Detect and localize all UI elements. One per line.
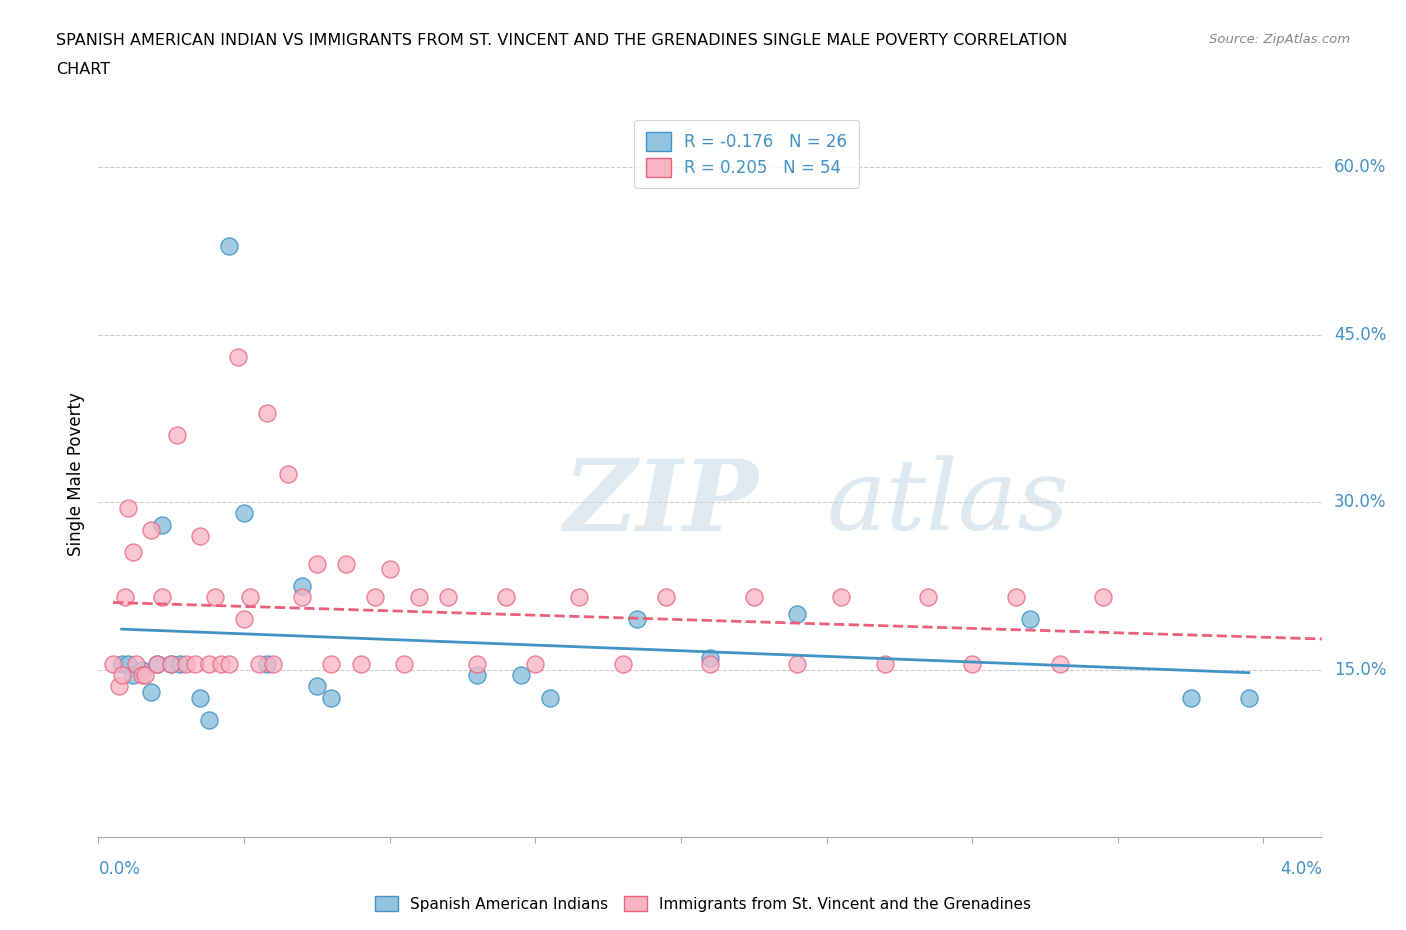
Point: [111, 668, 134, 683]
Point: [1049, 657, 1071, 671]
Legend: R = -0.176   N = 26, R = 0.205   N = 54: R = -0.176 N = 26, R = 0.205 N = 54: [634, 120, 859, 189]
Point: [218, 238, 240, 253]
Point: [349, 657, 371, 671]
Text: atlas: atlas: [827, 456, 1069, 551]
Point: [131, 662, 153, 677]
Point: [117, 500, 139, 515]
Point: [160, 657, 183, 671]
Point: [134, 668, 156, 683]
Text: 0.0%: 0.0%: [98, 860, 141, 878]
Point: [247, 657, 270, 671]
Point: [233, 506, 256, 521]
Point: [111, 657, 134, 671]
Point: [117, 657, 139, 671]
Text: SPANISH AMERICAN INDIAN VS IMMIGRANTS FROM ST. VINCENT AND THE GRENADINES SINGLE: SPANISH AMERICAN INDIAN VS IMMIGRANTS FR…: [56, 33, 1067, 47]
Text: Source: ZipAtlas.com: Source: ZipAtlas.com: [1209, 33, 1350, 46]
Point: [1180, 690, 1202, 705]
Point: [204, 590, 226, 604]
Point: [145, 657, 167, 671]
Point: [495, 590, 517, 604]
Point: [139, 684, 162, 699]
Point: [437, 590, 460, 604]
Point: [408, 590, 430, 604]
Point: [917, 590, 939, 604]
Point: [392, 657, 416, 671]
Point: [1004, 590, 1026, 604]
Text: 60.0%: 60.0%: [1334, 158, 1386, 177]
Point: [139, 523, 162, 538]
Point: [108, 679, 131, 694]
Text: CHART: CHART: [56, 62, 110, 77]
Point: [960, 657, 983, 671]
Text: 45.0%: 45.0%: [1334, 326, 1386, 344]
Point: [166, 428, 188, 443]
Point: [830, 590, 852, 604]
Point: [198, 712, 221, 727]
Text: 30.0%: 30.0%: [1334, 493, 1386, 512]
Y-axis label: Single Male Poverty: Single Male Poverty: [66, 392, 84, 556]
Legend: Spanish American Indians, Immigrants from St. Vincent and the Grenadines: Spanish American Indians, Immigrants fro…: [368, 889, 1038, 918]
Point: [305, 556, 328, 571]
Text: 15.0%: 15.0%: [1334, 660, 1386, 679]
Point: [262, 657, 284, 671]
Point: [233, 612, 256, 627]
Point: [174, 657, 197, 671]
Point: [218, 657, 240, 671]
Point: [239, 590, 262, 604]
Point: [465, 668, 488, 683]
Point: [378, 562, 401, 577]
Point: [114, 590, 136, 604]
Point: [873, 657, 896, 671]
Point: [1237, 690, 1260, 705]
Point: [742, 590, 765, 604]
Text: 4.0%: 4.0%: [1279, 860, 1322, 878]
Point: [305, 679, 328, 694]
Point: [524, 657, 547, 671]
Point: [209, 657, 232, 671]
Point: [364, 590, 387, 604]
Point: [145, 657, 167, 671]
Point: [465, 657, 488, 671]
Point: [198, 657, 221, 671]
Point: [291, 590, 314, 604]
Point: [786, 606, 808, 621]
Point: [152, 517, 174, 532]
Point: [699, 651, 721, 666]
Point: [125, 657, 148, 671]
Point: [291, 578, 314, 593]
Point: [509, 668, 531, 683]
Point: [188, 528, 211, 543]
Point: [335, 556, 357, 571]
Point: [612, 657, 634, 671]
Point: [321, 690, 343, 705]
Point: [655, 590, 678, 604]
Point: [538, 690, 561, 705]
Point: [226, 350, 249, 365]
Point: [626, 612, 648, 627]
Point: [568, 590, 591, 604]
Point: [122, 668, 145, 683]
Point: [131, 668, 153, 683]
Point: [183, 657, 205, 671]
Point: [786, 657, 808, 671]
Point: [1092, 590, 1115, 604]
Text: ZIP: ZIP: [564, 455, 758, 551]
Point: [256, 405, 278, 420]
Point: [169, 657, 191, 671]
Point: [321, 657, 343, 671]
Point: [101, 657, 124, 671]
Point: [152, 590, 174, 604]
Point: [188, 690, 211, 705]
Point: [699, 657, 721, 671]
Point: [277, 467, 299, 482]
Point: [1019, 612, 1042, 627]
Point: [256, 657, 278, 671]
Point: [160, 657, 183, 671]
Point: [122, 545, 145, 560]
